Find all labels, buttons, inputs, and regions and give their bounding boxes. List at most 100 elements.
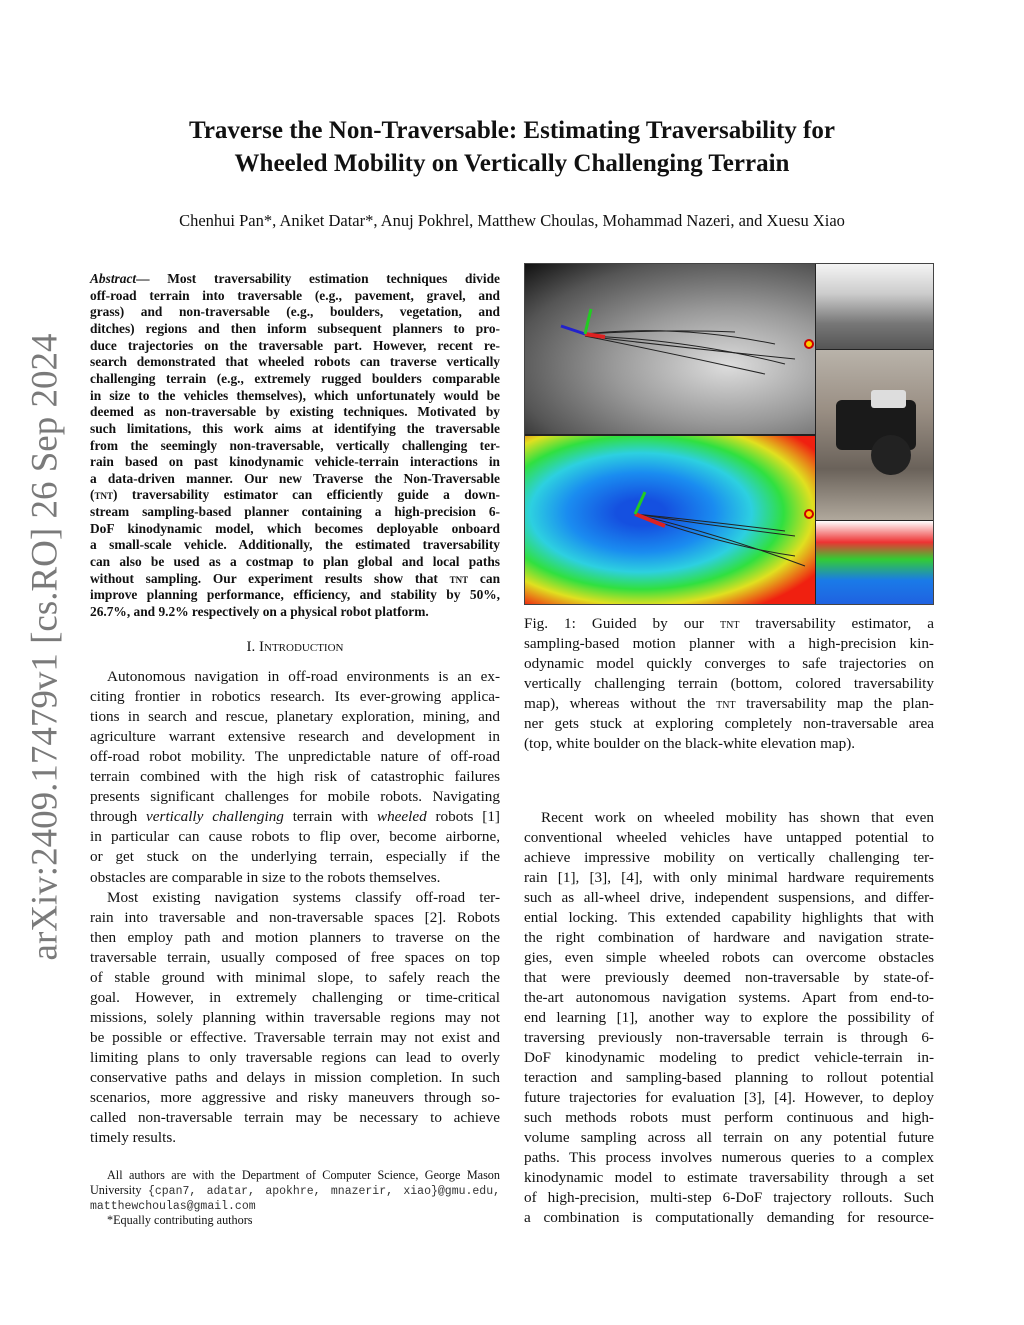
text-line: from the seemingly non-traversable, vert…	[90, 437, 500, 453]
text-segment: vertically challenging	[146, 808, 284, 826]
text-line: Most existing navigation systems classif…	[107, 888, 500, 906]
traversability-3d-view	[816, 521, 933, 604]
text-line: rain based on past kinodynamic vehicle-t…	[90, 454, 500, 470]
text-line: timely results.	[90, 1129, 177, 1147]
trajectory-rollouts-colored	[633, 491, 814, 567]
text-line: deemed as non-traversable by existing te…	[90, 404, 500, 420]
text-line: matthewchoulas@gmail.com	[90, 1198, 500, 1213]
text-line: traversing previously non-traversable te…	[524, 1029, 934, 1046]
text-line: a data-driven manner. Our new Traverse t…	[90, 470, 500, 486]
text-line: such as all-wheel drive, independent sus…	[524, 889, 934, 906]
text-segment: tnt	[449, 571, 469, 586]
text-line: be possible or effective. Traversable te…	[90, 1028, 500, 1046]
text-line: the right combination of hardware and na…	[524, 929, 934, 946]
text-line: scenarios, more aggressive and risky man…	[90, 1089, 500, 1107]
text-segment: tnt	[719, 617, 740, 632]
text-line: through vertically challenging terrain w…	[90, 807, 500, 827]
text-line: obstacles are comparable in size to the …	[90, 868, 441, 886]
text-line: without sampling. Our experiment results…	[90, 570, 500, 587]
text-line: *Equally contributing authors	[107, 1213, 253, 1227]
text-line: called non-traversable terrain may be ne…	[90, 1109, 500, 1127]
traversability-map-panel	[525, 436, 815, 604]
text-segment: {cpan7, adatar, apokhre, mnazerir, xiao}…	[147, 1185, 500, 1198]
text-segment: — Most traversability estimation techniq…	[136, 271, 500, 286]
text-line: teraction and sampling-based planning to…	[524, 1069, 934, 1086]
text-line: volume sampling across all terrain on an…	[524, 1129, 934, 1146]
text-line: (top, white boulder on the black-white e…	[524, 735, 856, 752]
text-line: vertically challenging terrain (bottom, …	[524, 675, 934, 692]
text-line: odynamic model quickly converges to safe…	[524, 655, 934, 672]
text-line: a small-scale vehicle. Additionally, the…	[90, 537, 500, 553]
text-segment: robots [1]	[426, 808, 500, 826]
text-line: a combination is computationally demandi…	[524, 1209, 934, 1226]
text-line: such limitations, this work aims at iden…	[90, 420, 500, 436]
text-segment: Fig. 1: Guided by our	[524, 615, 720, 632]
text-line: kinodynamic model to estimate traversabi…	[524, 1169, 934, 1186]
text-line: DoF kinodynamic modeling to predict vehi…	[524, 1049, 934, 1066]
text-line: achieve impressive mobility on verticall…	[524, 849, 934, 866]
text-line: traversable terrain, usually composed of…	[90, 948, 500, 966]
text-segment: through	[90, 808, 147, 826]
text-segment: tnt	[94, 488, 113, 503]
text-segment: can	[468, 570, 501, 586]
text-line: presents significant challenges for mobi…	[90, 788, 500, 806]
text-segment: traversability map the plan-	[735, 695, 934, 712]
arxiv-identifier: arXiv:2409.17479v1 [cs.RO] 26 Sep 2024	[24, 333, 66, 961]
text-segment: ) traversability estimator can efficient…	[112, 487, 500, 503]
text-line: sampling-based motion planner with a hig…	[524, 635, 934, 652]
text-line: then employ path and motion planners to …	[90, 928, 500, 946]
text-segment: (	[90, 487, 95, 503]
text-line: ner gets stuck at exploring completely n…	[524, 715, 934, 732]
text-segment: tnt	[716, 697, 736, 712]
text-line: paths. This process involves numerous qu…	[524, 1149, 934, 1166]
section-heading-text: I. Introduction	[246, 639, 344, 655]
paper-title-line-1: Traverse the Non-Traversable: Estimating…	[189, 117, 835, 144]
text-line: conventional wheeled vehicles have untap…	[524, 829, 934, 846]
text-line: goal. However, in extremely challenging …	[90, 988, 500, 1006]
text-line: improve planning performance, efficiency…	[90, 587, 500, 603]
text-line: of high-precision, multi-step 6-DoF traj…	[524, 1189, 934, 1206]
text-segment: terrain with	[283, 808, 377, 826]
text-segment: without sampling. Our experiment results…	[90, 570, 450, 586]
text-line: in size to the vehicles themselves), whi…	[90, 387, 500, 403]
section-heading: I. Introduction	[90, 639, 500, 656]
text-line: challenging terrain (e.g., extremely rug…	[90, 370, 500, 386]
text-line: can also be used as a costmap to plan gl…	[90, 554, 500, 570]
text-line: rain [1], [3], [4], with only minimal ha…	[524, 869, 934, 886]
text-segment: map), whereas without the	[524, 695, 717, 712]
text-line: citing frontier in robotics research. It…	[90, 688, 500, 706]
text-line: such methods robots must perform continu…	[524, 1109, 934, 1126]
text-segment: University	[90, 1183, 148, 1197]
text-line: Autonomous navigation in off-road enviro…	[107, 668, 500, 685]
text-line: future trajectories for evaluation [3], …	[524, 1089, 934, 1106]
text-line: University {cpan7, adatar, apokhre, mnaz…	[90, 1183, 500, 1198]
text-line: Recent work on wheeled mobility has show…	[541, 809, 934, 826]
trajectory-rollouts	[560, 308, 814, 375]
text-segment: traversability estimator, a	[739, 615, 934, 632]
text-line: limiting plans to only traversable regio…	[90, 1048, 500, 1066]
text-line: conservative paths and delays in mission…	[90, 1069, 500, 1086]
text-line: that were previously deemed non-traversa…	[524, 969, 934, 986]
text-line: missions, solely planning within travers…	[90, 1008, 500, 1026]
text-line: or get stuck on the underlying terrain, …	[90, 848, 500, 866]
text-line: grass) and non-traversable (e.g., boulde…	[90, 304, 500, 320]
text-line: off-road robot mobility. The unpredictab…	[90, 748, 500, 766]
text-segment: wheeled	[376, 808, 427, 826]
text-line: of stable ground with minimal slope, to …	[90, 968, 500, 986]
text-line: search demonstrated that wheeled robots …	[90, 354, 500, 370]
text-line: in particular can cause robots to flip o…	[90, 828, 500, 846]
text-line: ditches) regions and then inform subsequ…	[90, 320, 500, 336]
text-line: terrain combined with the high risk of c…	[90, 768, 500, 786]
text-line: duce trajectories on the traversable par…	[90, 337, 500, 353]
paper-title-line-2: Wheeled Mobility on Vertically Challengi…	[234, 150, 790, 177]
text-line: 26.7%, and 9.2% respectively on a physic…	[90, 604, 429, 619]
text-line: Abstract— Most traversability estimation…	[90, 270, 500, 287]
elevation-3d-view	[816, 264, 933, 349]
text-segment: matthewchoulas@gmail.com	[90, 1200, 256, 1213]
text-line: stream sampling-based planner containing…	[90, 504, 500, 520]
text-line: Fig. 1: Guided by our tnt traversability…	[524, 614, 934, 634]
text-line: All authors are with the Department of C…	[107, 1168, 500, 1182]
text-line: off-road terrain into traversable (e.g.,…	[90, 287, 500, 303]
text-line: agriculture warrant extensive research a…	[90, 728, 500, 746]
